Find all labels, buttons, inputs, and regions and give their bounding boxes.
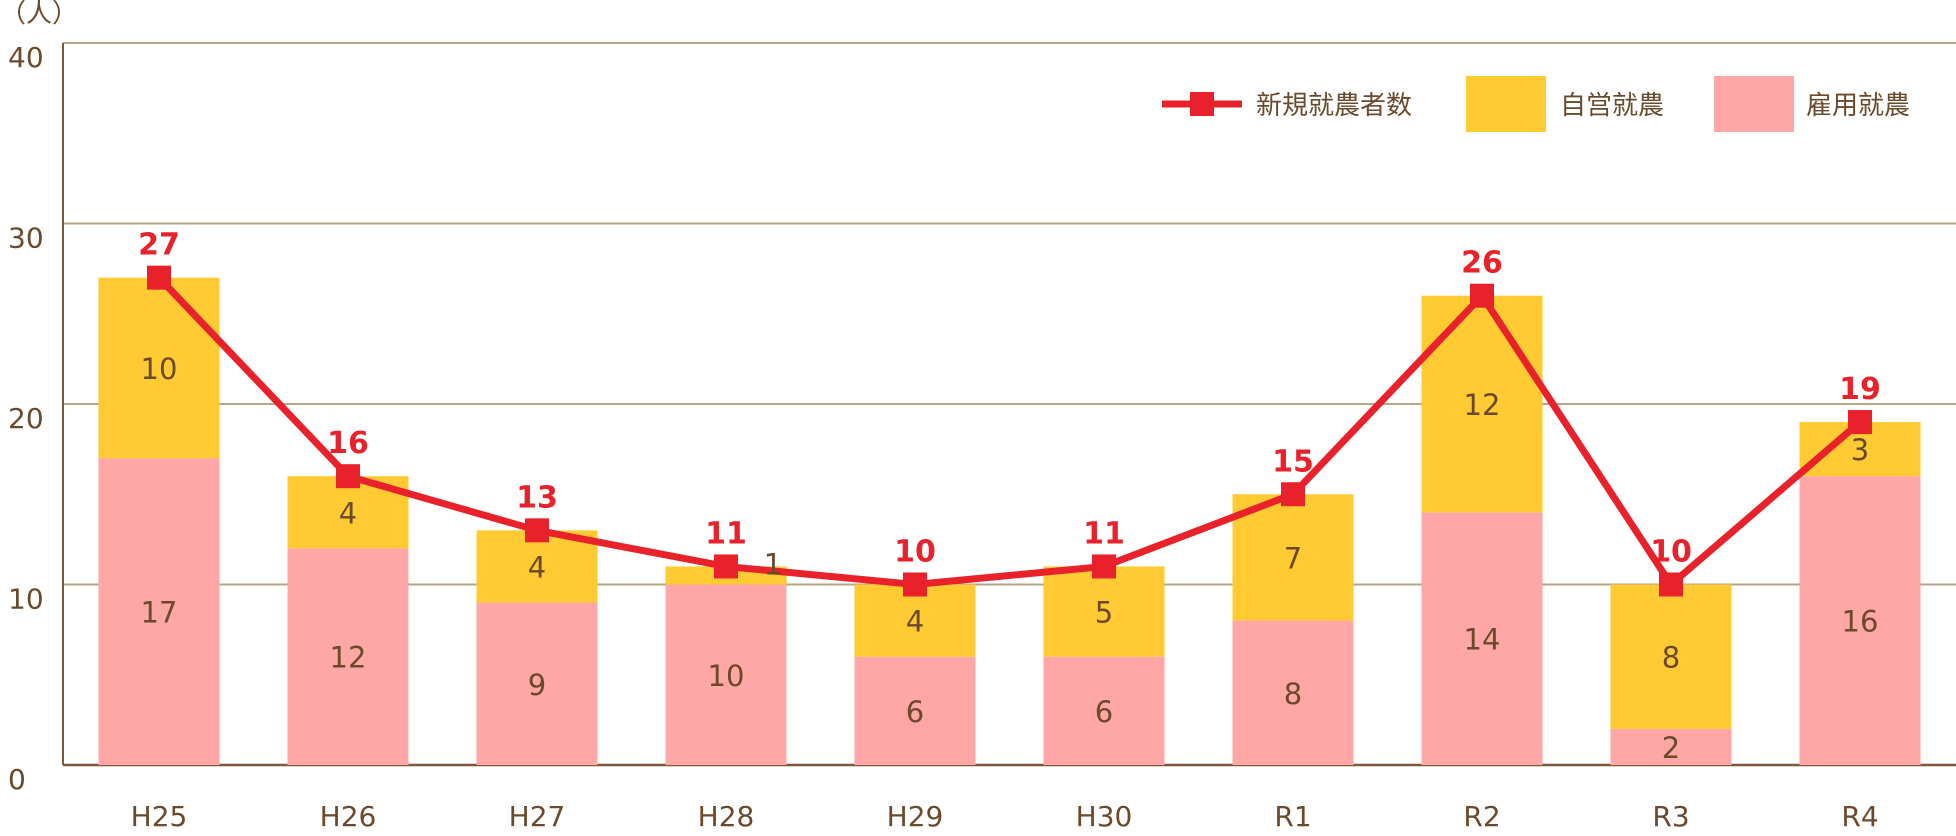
y-tick-label: 0 [8, 763, 26, 796]
self-employed-bar [1232, 494, 1354, 621]
legend: 新規就農者数 自営就農 雇用就農 [1162, 76, 1910, 132]
legend-label-employed: 雇用就農 [1806, 91, 1910, 121]
x-tick-label: R2 [1463, 800, 1500, 832]
line-series [147, 265, 1872, 597]
total-value-label: 11 [1083, 516, 1125, 551]
employed-bar [98, 458, 220, 765]
employed-bar [287, 548, 409, 765]
total-marker [1470, 283, 1494, 308]
employed-value-label: 6 [906, 695, 924, 729]
total-marker [1659, 572, 1683, 597]
employed-value-label: 14 [1464, 623, 1501, 657]
labels: （人）0102030401710124941016465871412281632… [0, 0, 1881, 833]
employed-bar [1799, 476, 1921, 765]
self-employed-value-label: 7 [1284, 541, 1302, 575]
employed-value-label: 10 [708, 659, 745, 693]
y-axis-unit-label: （人） [0, 0, 78, 29]
total-value-label: 27 [138, 228, 180, 263]
total-marker [903, 572, 927, 597]
employed-value-label: 6 [1095, 695, 1113, 729]
x-tick-label: H26 [320, 800, 377, 832]
total-value-label: 15 [1272, 444, 1314, 479]
x-tick-label: R4 [1841, 800, 1878, 832]
x-tick-label: H30 [1076, 800, 1133, 832]
x-tick-label: R1 [1274, 800, 1311, 832]
employed-value-label: 17 [141, 596, 178, 630]
employed-bar [1421, 512, 1543, 765]
y-tick-label: 40 [8, 41, 44, 74]
total-marker [714, 554, 738, 579]
legend-label-self-employed: 自営就農 [1560, 91, 1664, 121]
self-employed-value-label: 4 [528, 550, 546, 584]
self-employed-value-label: 8 [1662, 641, 1680, 675]
x-tick-label: H29 [887, 800, 944, 832]
self-employed-bar [98, 277, 220, 459]
self-employed-bar [1043, 566, 1165, 657]
self-employed-bar [854, 584, 976, 657]
total-value-label: 11 [705, 516, 747, 551]
total-marker [147, 265, 171, 290]
employed-value-label: 8 [1284, 677, 1302, 711]
x-tick-label: H25 [131, 800, 188, 832]
employed-bar [1232, 620, 1354, 765]
self-employed-value-label: 5 [1095, 596, 1113, 630]
total-value-label: 16 [327, 426, 369, 461]
bars [98, 277, 1921, 765]
legend-line-marker [1190, 92, 1214, 116]
self-employed-value-label: 4 [339, 496, 357, 530]
self-employed-bar [476, 530, 598, 603]
total-marker [1281, 482, 1305, 507]
legend-swatch-self-employed [1466, 76, 1546, 132]
x-tick-label: R3 [1652, 800, 1689, 832]
y-tick-label: 10 [8, 583, 44, 616]
total-line [156, 275, 1863, 590]
employed-bar [1043, 656, 1165, 765]
y-tick-label: 20 [8, 402, 44, 435]
y-tick-label: 30 [8, 222, 44, 255]
self-employed-bar [1421, 295, 1543, 513]
total-value-label: 26 [1461, 246, 1503, 281]
employed-value-label: 2 [1662, 731, 1680, 765]
self-employed-value-label: 1 [764, 547, 782, 581]
employed-bar [476, 602, 598, 765]
self-employed-bar [1610, 584, 1732, 729]
total-marker [1092, 554, 1116, 579]
x-tick-label: H28 [698, 800, 755, 832]
total-marker [525, 518, 549, 543]
total-value-label: 13 [516, 480, 558, 515]
legend-swatch-employed [1714, 76, 1794, 132]
total-value-label: 10 [894, 535, 936, 570]
self-employed-value-label: 10 [141, 352, 178, 386]
employed-value-label: 9 [528, 668, 546, 702]
legend-label-total: 新規就農者数 [1256, 91, 1412, 121]
total-marker [1848, 410, 1872, 435]
self-employed-value-label: 3 [1851, 433, 1869, 467]
self-employed-value-label: 4 [906, 605, 924, 639]
total-value-label: 19 [1839, 372, 1881, 407]
employed-bar [854, 656, 976, 765]
employed-value-label: 16 [1842, 605, 1879, 639]
x-tick-label: H27 [509, 800, 566, 832]
employed-value-label: 12 [330, 641, 367, 675]
self-employed-value-label: 12 [1464, 388, 1501, 422]
employed-bar [665, 584, 787, 765]
total-marker [336, 464, 360, 489]
total-value-label: 10 [1650, 535, 1692, 570]
employed-bar [1610, 728, 1732, 765]
